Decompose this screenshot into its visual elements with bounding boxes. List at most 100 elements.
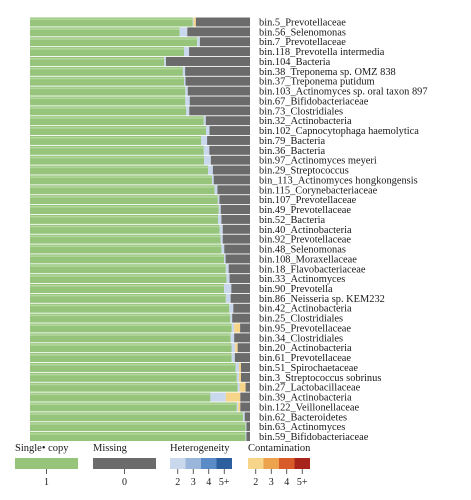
bar-heterogeneity [203, 145, 210, 155]
bar-missing [185, 66, 250, 76]
bar-missing [246, 422, 250, 432]
bar-single-copy [30, 323, 232, 333]
legend-contamination-swatch [248, 458, 264, 469]
bar-single-copy-highlight [30, 354, 232, 356]
bar-row [30, 303, 250, 313]
bar-row [30, 244, 250, 254]
bar-heterogeneity [208, 165, 213, 175]
bar-single-copy [30, 224, 220, 234]
bar-missing [199, 37, 250, 47]
bar-row [30, 145, 250, 155]
bar-heterogeneity [185, 86, 188, 96]
bar-single-copy [30, 175, 212, 185]
bar-single-copy [30, 264, 226, 274]
bar-row [30, 116, 250, 126]
bar-missing [217, 185, 250, 195]
bar-heterogeneity [225, 293, 231, 303]
bar-missing [187, 86, 250, 96]
bar-missing [165, 56, 250, 66]
category-label: bin.39_Actinobacteria [259, 393, 352, 404]
bar-missing [220, 205, 250, 215]
bar-single-copy-highlight [30, 344, 232, 346]
legend-missing-swatch [93, 458, 156, 469]
bar-single-copy-highlight [30, 235, 221, 238]
legend-contamination-swatch [263, 458, 279, 469]
bar-row [30, 254, 250, 264]
bar-single-copy [30, 214, 219, 224]
bar-single-copy-highlight [30, 225, 220, 228]
bar-single-copy [30, 274, 227, 284]
bar-single-copy-highlight [30, 77, 184, 80]
bar-single-copy-highlight [30, 363, 236, 366]
category-label: bin.97_Actinomyces meyeri [259, 156, 377, 167]
bar-single-copy [30, 313, 231, 323]
legend: Single• copy 1 Missing 0 Heterogeneity 2… [15, 443, 311, 488]
bar-row [30, 56, 250, 66]
legend-heterogeneity-swatch [201, 458, 217, 469]
bar-missing [209, 145, 250, 155]
bar-single-copy [30, 333, 231, 343]
bar-missing [245, 382, 250, 392]
bar-row [30, 264, 250, 274]
bar-heterogeneity [224, 283, 232, 293]
bar-single-copy [30, 76, 184, 86]
category-label: bin.79_Bacteria [259, 136, 325, 147]
bar-missing [219, 195, 250, 205]
bar-row [30, 165, 250, 175]
bar-missing [229, 274, 250, 284]
category-label: bin.122_Veillonellaceae [259, 402, 360, 413]
bar-single-copy [30, 303, 230, 313]
bar-heterogeneity [164, 56, 166, 66]
bar-single-copy [30, 372, 237, 382]
bar-row [30, 27, 250, 37]
legend-missing-title: Missing [93, 443, 128, 454]
bar-row [30, 422, 250, 432]
bar-heterogeneity [235, 362, 239, 372]
bar-single-copy [30, 244, 222, 254]
bar-single-copy [30, 96, 186, 106]
bar-single-copy-highlight [30, 196, 218, 198]
bar-single-copy [30, 126, 206, 136]
legend-single-copy-title: Single• copy [15, 443, 69, 454]
bar-missing [212, 165, 250, 175]
category-label: bin.51_Spirochaetaceae [259, 363, 358, 374]
bar-single-copy [30, 185, 215, 195]
bar-row [30, 402, 250, 412]
bar-single-copy [30, 66, 183, 76]
bar-heterogeneity [245, 422, 247, 432]
category-label: bin.108_Moraxellaceae [259, 254, 357, 265]
bar-single-copy-highlight [30, 423, 246, 425]
bar-single-copy [30, 343, 232, 353]
bar-single-copy [30, 145, 204, 155]
bar-missing [240, 402, 250, 412]
bar-row [30, 274, 250, 284]
bar-missing [222, 224, 250, 234]
bar-row [30, 205, 250, 215]
bar-single-copy [30, 17, 193, 27]
bar-single-copy [30, 392, 211, 402]
bar-contamination [234, 323, 241, 333]
bar-single-copy [30, 116, 204, 126]
legend-heterogeneity-swatches: 2 3 4 5+ [170, 458, 232, 488]
legend-heterogeneity-tick-label: 2 [175, 477, 180, 488]
bar-single-copy [30, 86, 186, 96]
bar-row [30, 155, 250, 165]
category-label: bin.36_Bacteria [259, 146, 325, 157]
bar-single-copy [30, 382, 238, 392]
bar-row [30, 392, 250, 402]
bar-heterogeneity [236, 402, 239, 412]
legend-heterogeneity-tick-label: 3 [191, 477, 196, 488]
bar-single-copy-highlight [30, 176, 212, 179]
legend-heterogeneity-tick-label: 5+ [219, 477, 230, 488]
bar-single-copy-highlight [30, 57, 165, 60]
bar-single-copy [30, 432, 246, 442]
bar-missing [213, 175, 250, 185]
bar-row [30, 96, 250, 106]
bar-single-copy [30, 412, 243, 422]
category-label: bin.52_Bacteria [259, 215, 325, 226]
bar-missing [189, 96, 250, 106]
legend-single-copy-swatch [15, 458, 78, 469]
category-label: bin.102_Capnocytophaga haemolytica [259, 126, 419, 137]
bar-heterogeneity [218, 214, 222, 224]
legend-heterogeneity-swatch [216, 458, 232, 469]
